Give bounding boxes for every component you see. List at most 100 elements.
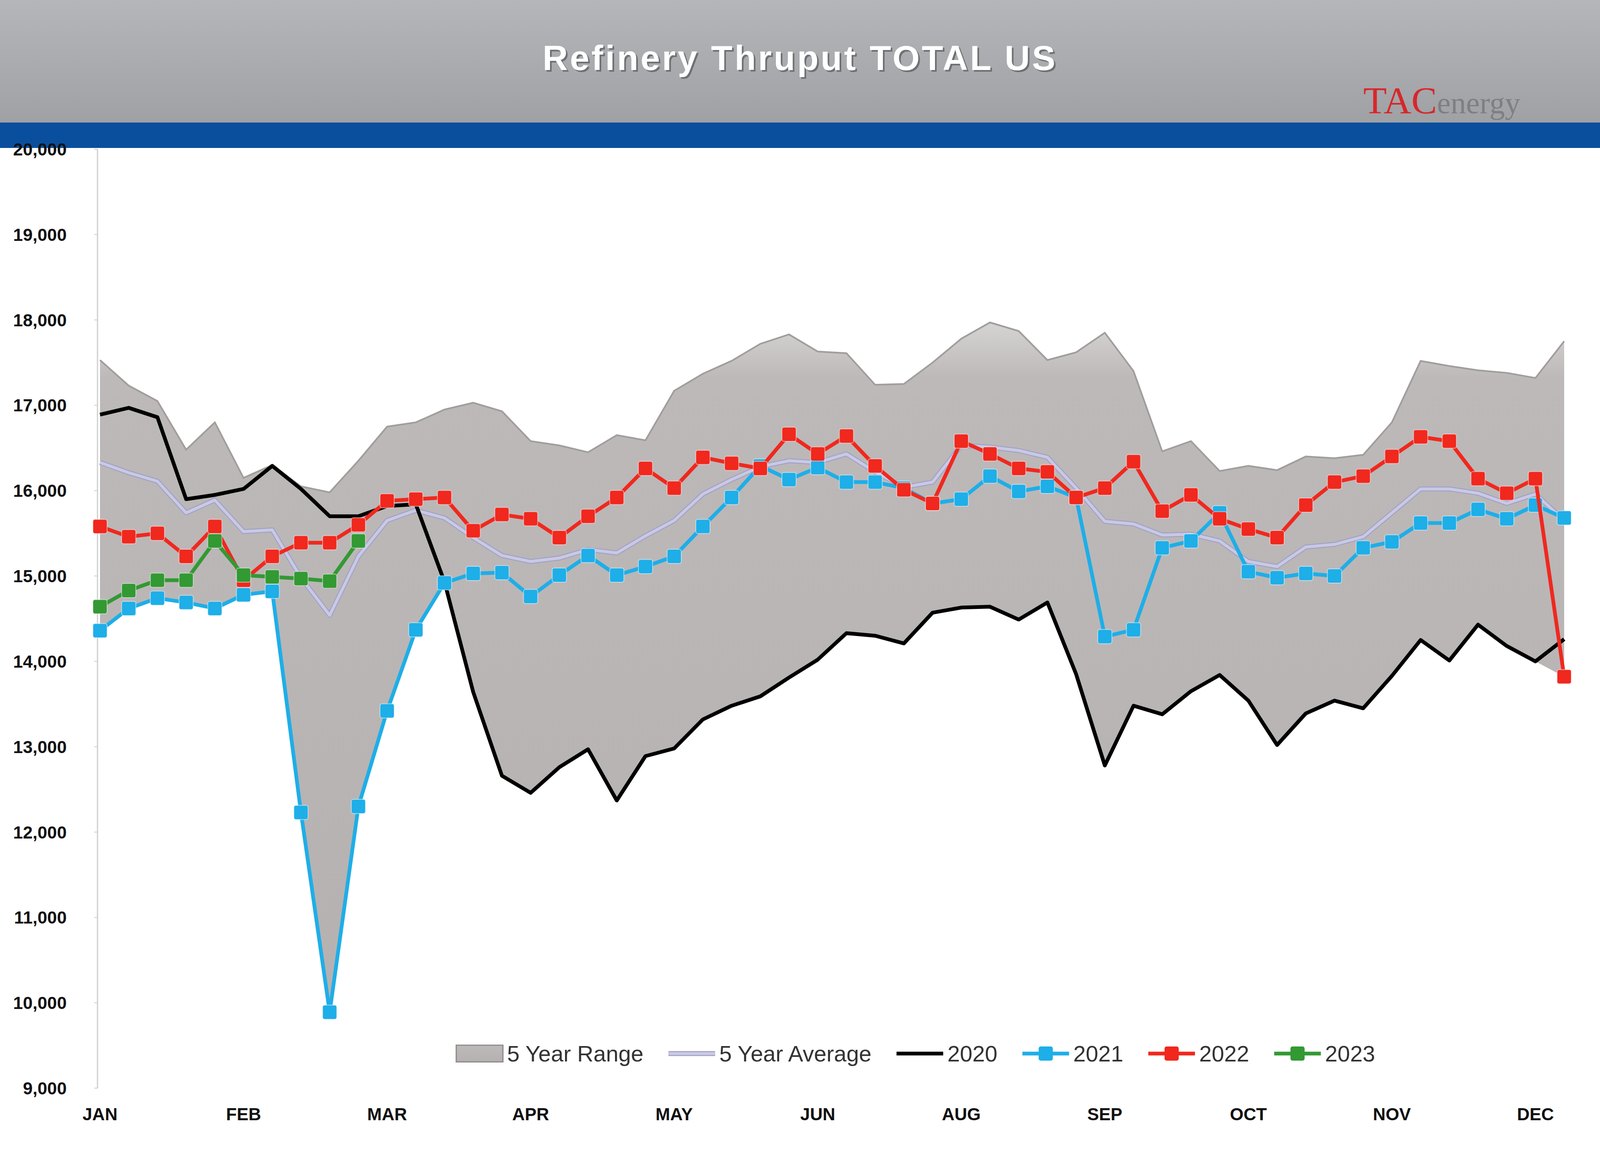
logo: TACenergy <box>1363 79 1521 122</box>
series-line <box>100 434 1565 677</box>
legend-marker <box>1164 1046 1179 1061</box>
series-marker <box>265 584 280 599</box>
series-marker <box>1385 449 1400 464</box>
y-axis-line <box>97 149 99 1088</box>
series-marker <box>782 427 797 442</box>
legend-label: 5 Year Range <box>507 1040 644 1066</box>
x-tick-label: DEC <box>1517 1104 1555 1124</box>
series-marker <box>293 571 308 586</box>
y-tick <box>94 1087 98 1089</box>
series-marker <box>753 461 768 476</box>
series-marker <box>1069 490 1084 505</box>
plot-area <box>92 322 1572 1020</box>
series-marker <box>179 572 194 588</box>
x-tick-label: APR <box>512 1104 550 1124</box>
series-marker <box>150 590 165 605</box>
range-top-edge <box>100 322 1565 493</box>
series-marker <box>580 509 595 524</box>
series-marker <box>1470 471 1485 486</box>
series-marker <box>1126 622 1141 637</box>
series-marker <box>380 493 395 508</box>
series-line <box>100 465 1565 1013</box>
series-marker <box>437 490 452 505</box>
series-marker <box>121 601 136 616</box>
series-marker <box>351 799 366 814</box>
series-marker <box>609 490 624 505</box>
x-tick-label: JAN <box>82 1104 118 1124</box>
series-marker <box>867 458 883 473</box>
series-marker <box>466 566 481 581</box>
series-marker <box>408 492 423 507</box>
series-marker <box>695 450 710 465</box>
series-marker <box>1183 487 1198 503</box>
series-marker <box>667 480 682 495</box>
series-marker <box>265 569 280 584</box>
y-tick <box>94 916 98 918</box>
series-marker <box>236 567 251 583</box>
average-line-edge <box>100 445 1565 616</box>
y-tick-label: 16,000 <box>13 480 67 501</box>
series-marker <box>1298 566 1313 581</box>
series-marker <box>982 468 998 483</box>
legend-swatch <box>668 1052 715 1055</box>
series-marker <box>925 496 940 511</box>
x-tick-label: MAR <box>367 1104 408 1124</box>
series-marker <box>437 575 452 590</box>
series-marker <box>523 511 538 526</box>
series-marker <box>121 529 136 544</box>
x-tick-label: OCT <box>1230 1104 1268 1124</box>
series-marker <box>495 565 510 580</box>
series-marker <box>1097 629 1113 644</box>
series-marker <box>1385 534 1400 549</box>
y-tick-label: 11,000 <box>14 907 67 928</box>
y-tick-label: 18,000 <box>13 310 67 330</box>
series-marker <box>925 496 940 511</box>
legend-marker <box>1038 1046 1053 1061</box>
series-marker <box>322 535 337 550</box>
y-tick-label: 13,000 <box>13 737 67 757</box>
legend: 5 Year Range5 Year Average20202021202220… <box>456 1040 1375 1066</box>
y-tick-label: 20,000 <box>13 139 67 160</box>
header-stripe <box>0 122 1600 148</box>
series-marker <box>523 589 538 604</box>
legend-label: 2021 <box>1073 1040 1124 1066</box>
series-marker <box>867 475 883 490</box>
series-marker <box>1040 479 1055 494</box>
legend-marker <box>1290 1046 1305 1061</box>
series-marker <box>1011 484 1026 499</box>
series-marker <box>1413 515 1428 530</box>
y-tick-label: 9,000 <box>22 1078 67 1098</box>
series-marker <box>1270 570 1285 585</box>
logo-suffix: energy <box>1437 85 1521 120</box>
series-marker <box>121 583 136 598</box>
series-line <box>100 540 359 607</box>
series-marker <box>1557 669 1572 684</box>
chart: Refinery Thruput TOTAL USRefinery Thrupu… <box>0 0 1600 1159</box>
series-marker <box>92 599 108 614</box>
series-marker <box>1241 564 1256 579</box>
series-marker <box>552 567 567 583</box>
series-marker <box>1356 468 1371 483</box>
y-tick-label: 19,000 <box>13 225 67 245</box>
series-marker <box>380 703 395 718</box>
series-marker <box>1356 540 1371 555</box>
y-tick <box>94 404 98 406</box>
series-marker <box>1097 480 1113 495</box>
legend-swatch <box>896 1051 944 1056</box>
x-tick-label: JUN <box>800 1104 836 1124</box>
series-marker <box>1499 485 1514 500</box>
series-marker <box>236 587 251 602</box>
series-marker <box>351 533 366 548</box>
y-tick <box>94 746 98 748</box>
series-marker <box>1499 511 1514 526</box>
x-tick-label: AUG <box>941 1104 981 1124</box>
series-marker <box>179 595 194 610</box>
legend-label: 5 Year Average <box>719 1040 872 1066</box>
series-marker <box>150 526 165 541</box>
series-marker <box>1212 511 1227 526</box>
y-tick <box>94 234 98 235</box>
series-marker <box>1126 454 1141 469</box>
series-marker <box>150 572 165 588</box>
series-marker <box>667 549 682 564</box>
y-tick <box>94 490 98 491</box>
